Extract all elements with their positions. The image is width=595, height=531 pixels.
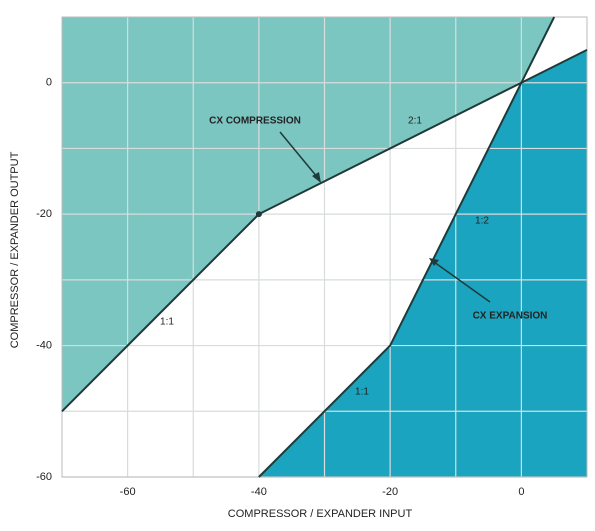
knee-point <box>255 211 262 218</box>
x-axis-title: COMPRESSOR / EXPANDER INPUT <box>228 508 413 520</box>
arrow <box>433 261 491 303</box>
arrow <box>279 131 319 179</box>
series-line <box>61 48 588 412</box>
arrow-head <box>429 258 439 266</box>
annotation: 1:1 <box>160 317 174 328</box>
annotation: 1:1 <box>355 387 369 398</box>
annotation: 2:1 <box>408 116 422 127</box>
plot-frame <box>61 16 588 478</box>
series-label: CX COMPRESSION <box>209 116 301 127</box>
compression-region <box>62 17 555 412</box>
x-tick-label: -60 <box>120 486 136 498</box>
y-tick-label: -40 <box>36 339 52 351</box>
annotation: 1:2 <box>475 216 489 227</box>
x-tick-label: -40 <box>251 486 267 498</box>
expansion-region <box>258 49 587 477</box>
x-tick-label: 0 <box>518 486 524 498</box>
y-tick-label: 0 <box>46 77 52 89</box>
y-tick-label: -20 <box>36 208 52 220</box>
y-tick-label: -60 <box>36 471 52 483</box>
series-label: CX EXPANSION <box>473 311 548 322</box>
y-axis-title: COMPRESSOR / EXPANDER OUTPUT <box>9 151 21 348</box>
x-tick-label: -20 <box>382 486 398 498</box>
series-line <box>258 16 556 478</box>
arrow-head <box>312 172 321 183</box>
